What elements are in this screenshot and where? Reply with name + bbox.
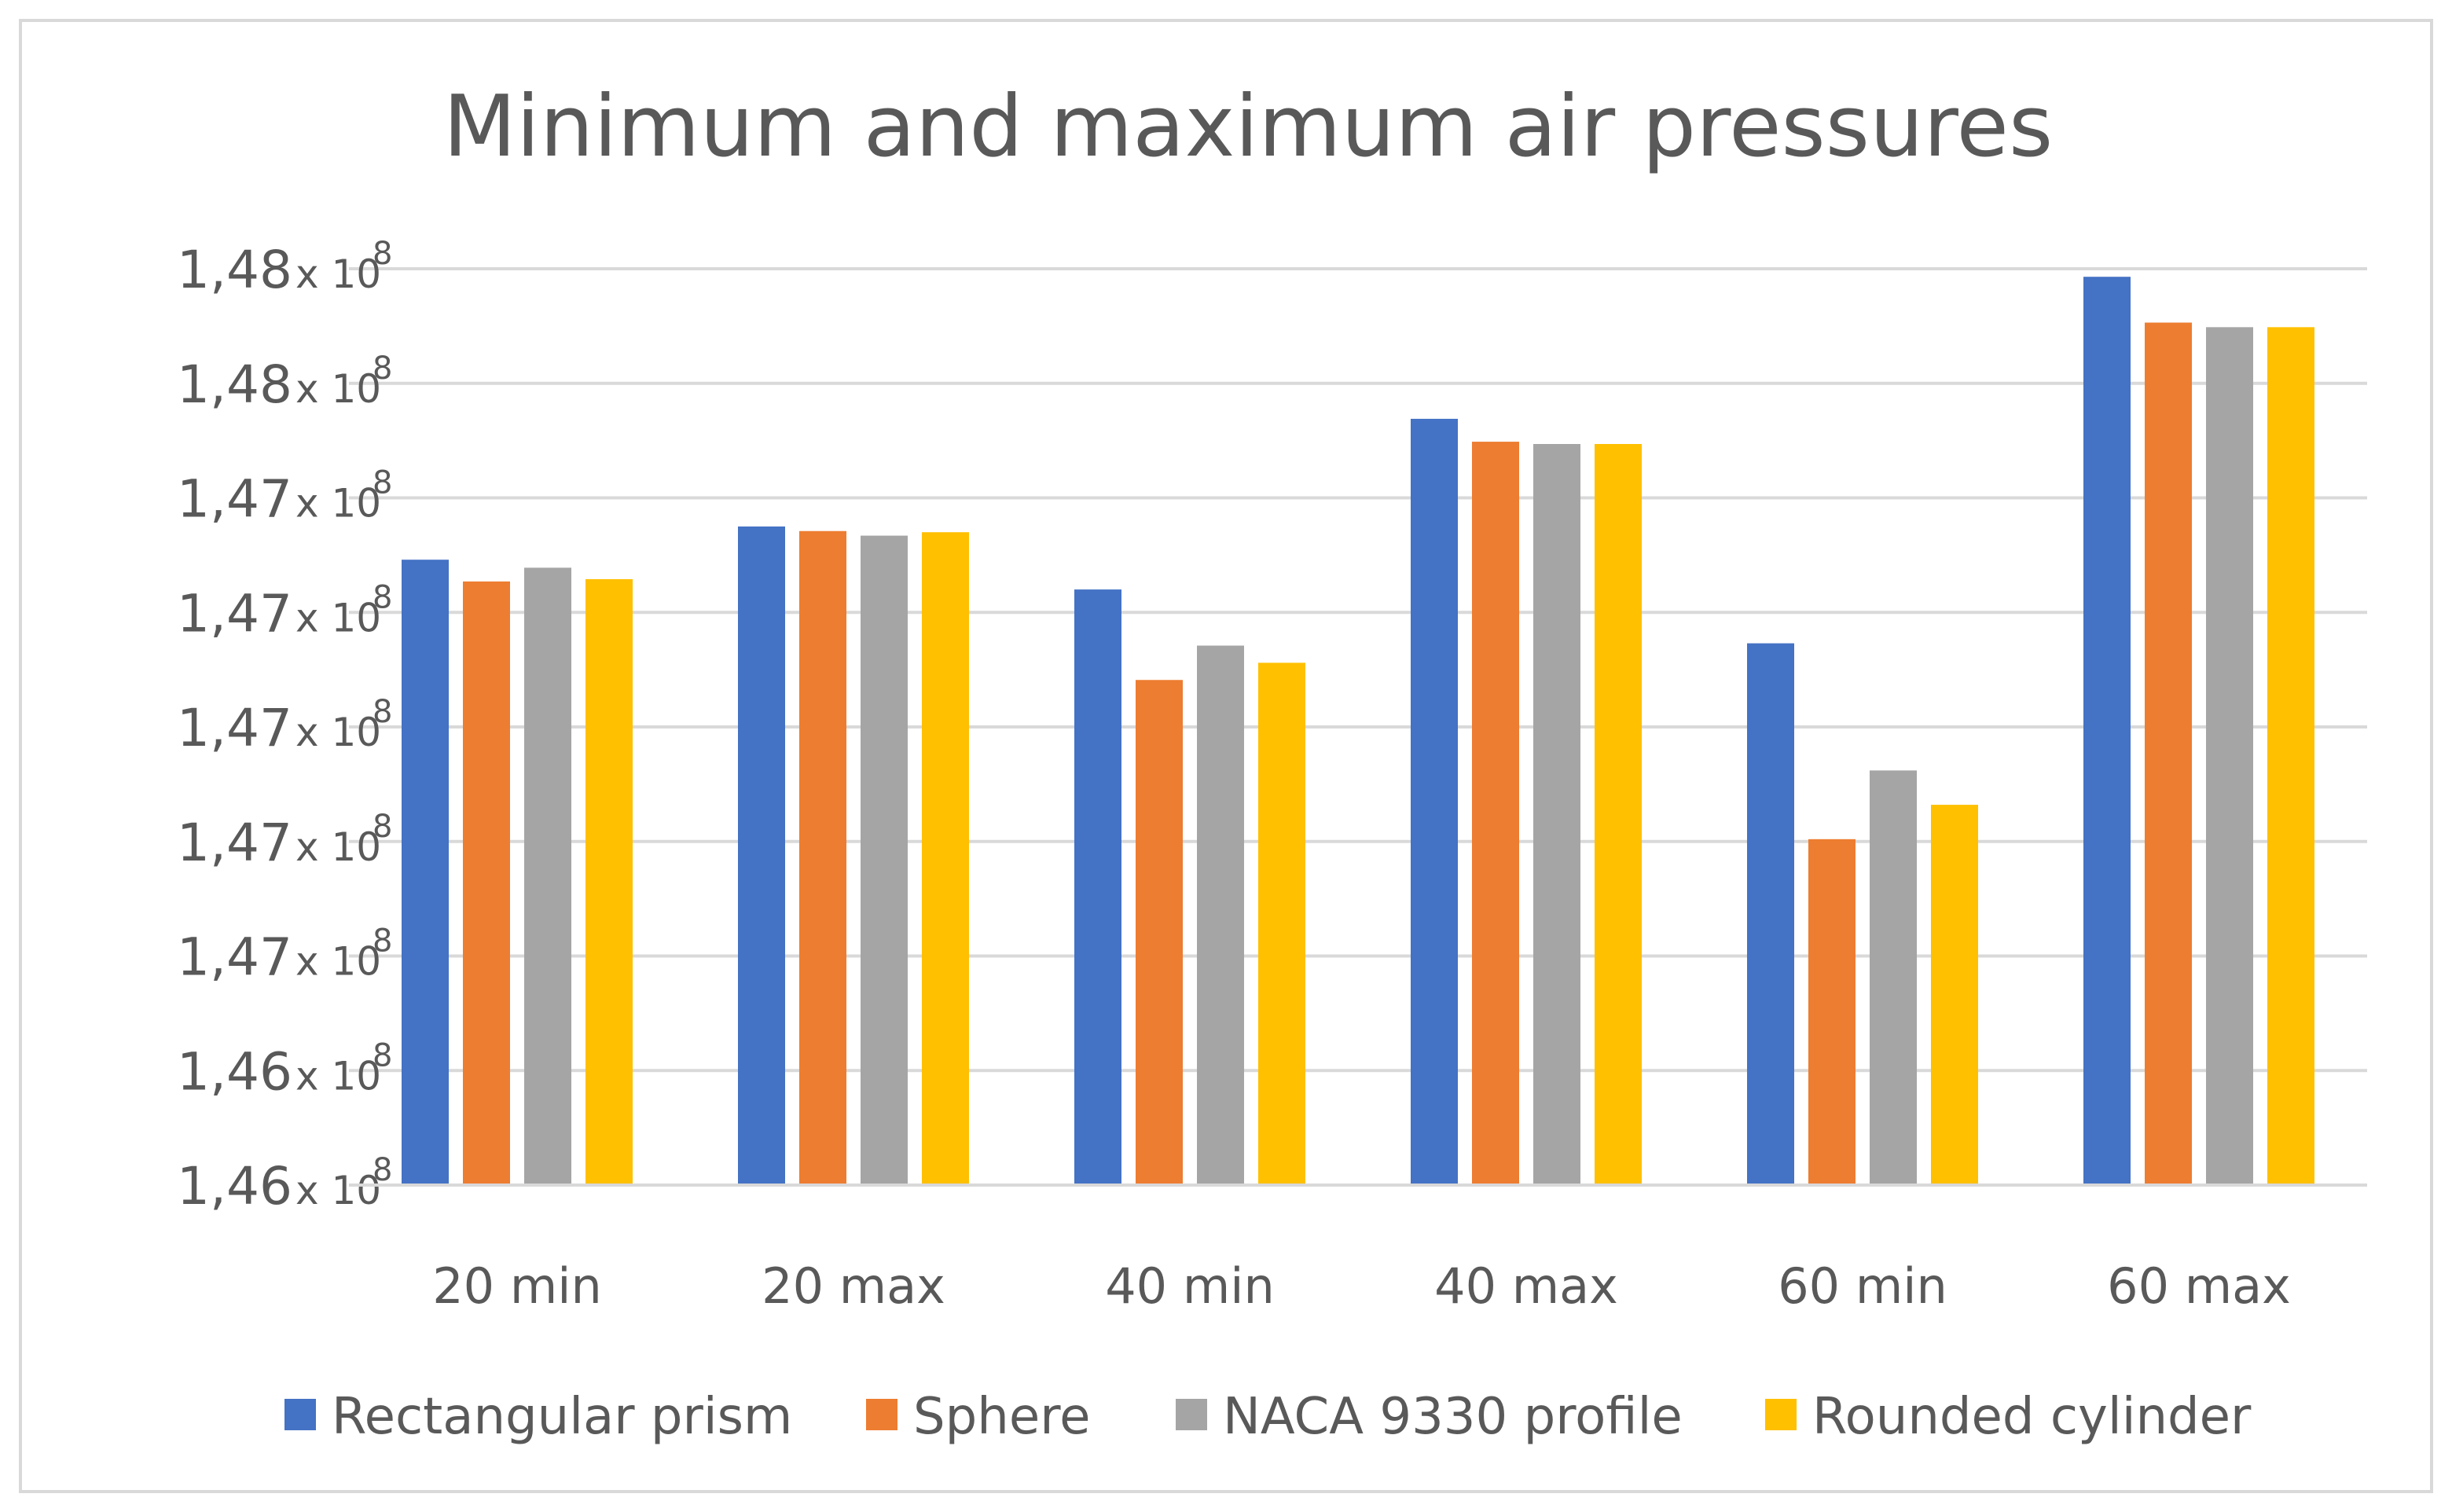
y-tick-label: 1,47 xyxy=(177,469,292,530)
bar: Rounded cylinder — 20 min xyxy=(585,578,633,1185)
y-tick-label: 1,48 xyxy=(177,240,292,300)
y-tick-multiplier: x 10 xyxy=(295,481,381,527)
bar: Sphere — 40 min xyxy=(1136,680,1183,1185)
y-tick-exponent: 8 xyxy=(373,809,392,845)
bar: Sphere — 20 max xyxy=(799,530,846,1185)
bar: Rectangular prism — 20 min xyxy=(402,560,449,1185)
y-tick-exponent: 8 xyxy=(373,1152,392,1188)
bar: Rectangular prism — 20 max xyxy=(738,526,785,1185)
bars: Rectangular prism — 20 min Sphere — 20 mi… xyxy=(402,277,2314,1186)
legend: Rectangular prism Sphere NACA 9330 profile… xyxy=(284,1388,2252,1446)
y-tick-exponent: 8 xyxy=(373,236,392,272)
y-tick-label: 1,47 xyxy=(177,813,292,873)
chart-title: Minimum and maximum air pressures xyxy=(443,78,2054,176)
x-tick-label: 20 max xyxy=(762,1257,945,1315)
y-tick-exponent: 8 xyxy=(373,350,392,387)
legend-swatch xyxy=(1176,1399,1207,1430)
legend-swatch xyxy=(284,1399,316,1430)
y-tick-label: 1,47 xyxy=(177,927,292,988)
legend-label: Sphere xyxy=(913,1388,1090,1446)
y-tick-label: 1,46 xyxy=(177,1156,292,1217)
legend-label: Rectangular prism xyxy=(332,1388,792,1446)
bar: NACA 9330 profile — 60 min xyxy=(1870,770,1917,1185)
y-tick-multiplier: x 10 xyxy=(295,595,381,640)
x-tick-label: 20 min xyxy=(432,1257,602,1315)
x-tick-label: 40 min xyxy=(1105,1257,1275,1315)
bar: Sphere — 60 max xyxy=(2145,322,2192,1186)
bar-chart: Minimum and maximum air pressures 1,46 x … xyxy=(177,78,2367,1446)
y-tick-multiplier: x 10 xyxy=(295,824,381,870)
bar: NACA 9330 profile — 40 min xyxy=(1197,645,1244,1185)
x-tick-label: 60 max xyxy=(2107,1257,2291,1315)
bar: NACA 9330 profile — 40 max xyxy=(1533,443,1580,1185)
y-tick-label: 1,47 xyxy=(177,583,292,644)
chart-frame: Minimum and maximum air pressures 1,46 x … xyxy=(19,19,2433,1493)
bar: Sphere — 40 max xyxy=(1472,442,1519,1185)
bar: Rounded cylinder — 40 max xyxy=(1595,443,1642,1185)
y-tick-multiplier: x 10 xyxy=(295,939,381,985)
bar: Rounded cylinder — 20 max xyxy=(922,532,969,1185)
bar: Rounded cylinder — 40 min xyxy=(1258,662,1305,1185)
legend-swatch xyxy=(866,1399,897,1430)
legend-label: NACA 9330 profile xyxy=(1223,1388,1683,1446)
y-tick-exponent: 8 xyxy=(373,465,392,501)
bar: NACA 9330 profile — 20 min xyxy=(524,567,571,1185)
bar: NACA 9330 profile — 20 max xyxy=(861,535,908,1185)
x-axis-categories: 20 min 20 max 40 min 40 max 60 min 60 max xyxy=(432,1257,2291,1315)
y-tick-exponent: 8 xyxy=(373,1037,392,1073)
legend-swatch xyxy=(1765,1399,1797,1430)
gridlines xyxy=(349,267,2367,1187)
y-tick-multiplier: x 10 xyxy=(295,710,381,755)
x-tick-label: 40 max xyxy=(1434,1257,1618,1315)
bar: Rectangular prism — 40 min xyxy=(1074,589,1121,1185)
x-tick-label: 60 min xyxy=(1778,1257,1947,1315)
y-tick-label: 1,46 xyxy=(177,1041,292,1102)
y-tick-multiplier: x 10 xyxy=(295,251,381,297)
y-tick-exponent: 8 xyxy=(373,694,392,730)
bar: Sphere — 60 min xyxy=(1808,839,1856,1185)
y-tick-label: 1,48 xyxy=(177,354,292,415)
y-tick-multiplier: x 10 xyxy=(295,366,381,412)
y-tick-label: 1,47 xyxy=(177,698,292,758)
bar: Rectangular prism — 40 max xyxy=(1411,418,1458,1185)
bar: Rectangular prism — 60 min xyxy=(1747,643,1794,1185)
bar: Rounded cylinder — 60 max xyxy=(2267,327,2314,1185)
y-tick-exponent: 8 xyxy=(373,923,392,960)
bar: Rounded cylinder — 60 min xyxy=(1931,805,1978,1185)
bar: NACA 9330 profile — 60 max xyxy=(2206,327,2253,1185)
bar: Sphere — 20 min xyxy=(463,581,510,1185)
y-tick-multiplier: x 10 xyxy=(295,1168,381,1213)
legend-label: Rounded cylinder xyxy=(1812,1388,2252,1446)
bar: Rectangular prism — 60 max xyxy=(2083,277,2131,1185)
y-tick-exponent: 8 xyxy=(373,579,392,615)
y-tick-multiplier: x 10 xyxy=(295,1053,381,1099)
